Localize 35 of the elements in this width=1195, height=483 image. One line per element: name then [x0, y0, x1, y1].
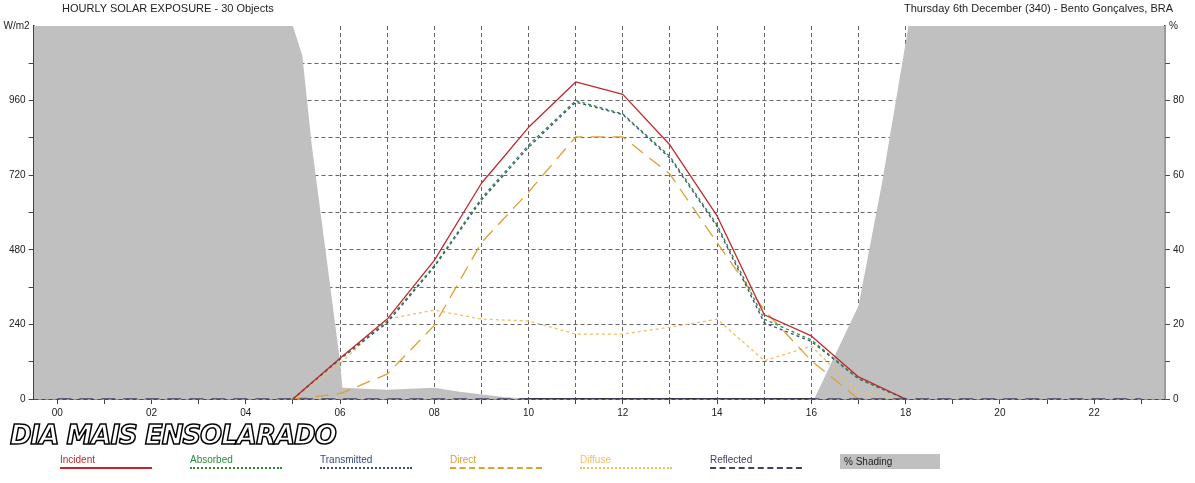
y2-axis-title: %	[1168, 19, 1178, 31]
y2-tick-label: 60	[1172, 168, 1185, 180]
x-tick-label: 18	[900, 406, 912, 418]
y-tick-label: 240	[9, 318, 27, 330]
text: % Shading	[844, 456, 894, 467]
y2-tick-label: 0	[1172, 392, 1179, 404]
text: Diffuse	[580, 454, 612, 465]
line-series	[292, 136, 860, 399]
y2-tick-label: 40	[1172, 243, 1185, 255]
x-tick-label: 20	[994, 406, 1006, 418]
chart-title: HOURLY SOLAR EXPOSURE - 30 Objects	[62, 2, 274, 14]
y-tick-label: 720	[9, 168, 27, 180]
x-tick-label: 16	[805, 406, 818, 418]
y-tick-label: 0	[20, 392, 27, 404]
text: Absorbed	[190, 454, 234, 465]
x-tick-label: 14	[711, 406, 724, 418]
x-tick-label: 04	[240, 406, 252, 418]
x-tick-label: 10	[523, 406, 535, 418]
y-tick-label: 960	[9, 94, 27, 106]
x-tick-label: 12	[617, 406, 629, 418]
chart-subtitle: Thursday 6th December (340) - Bento Gonçalves, BRA	[903, 2, 1173, 14]
x-tick-label: 00	[51, 406, 64, 418]
y-axis-title: W/m2	[3, 19, 31, 31]
x-tick-label: 22	[1088, 406, 1101, 418]
x-tick-label: 02	[145, 406, 158, 418]
x-tick-label: 06	[334, 406, 347, 418]
y2-tick-label: 20	[1172, 318, 1185, 330]
y-tick-label: 480	[9, 243, 27, 255]
y2-tick-label: 80	[1172, 94, 1185, 106]
text: Transmitted	[320, 454, 374, 465]
text: DIA MAIS ENSOLARADO	[10, 420, 336, 450]
x-tick-label: 08	[428, 406, 441, 418]
text: Incident	[60, 454, 97, 465]
text: Reflected	[710, 454, 754, 465]
text: Direct	[450, 454, 478, 465]
